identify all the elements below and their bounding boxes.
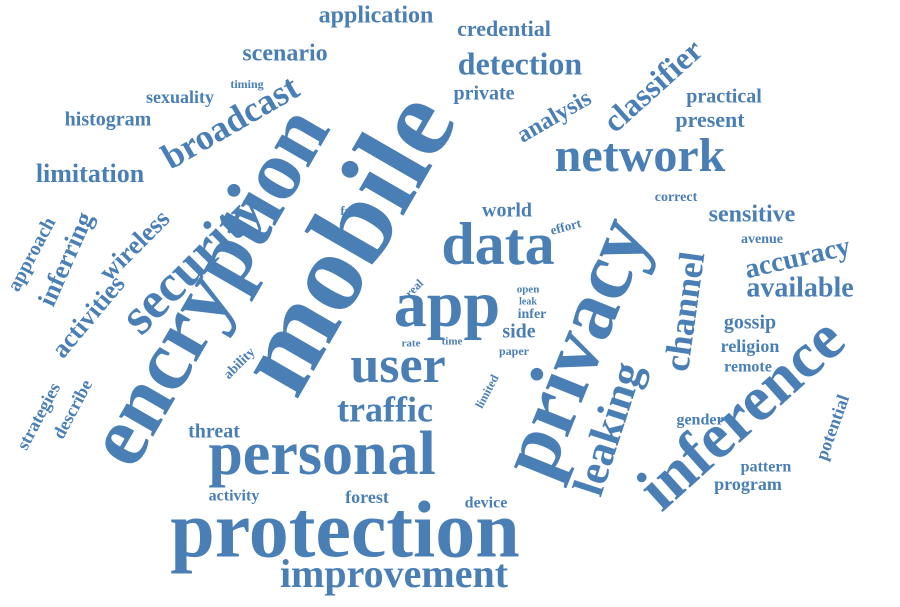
word-infer: infer [518,307,547,322]
word-personal: personal [208,420,435,488]
word-practical: practical [686,86,762,108]
word-user: user [350,337,445,394]
word-activity: activity [209,488,260,505]
word-religion: religion [721,336,780,356]
word-open: open [517,284,540,296]
word-avenue: avenue [741,232,783,247]
word-sensitive: sensitive [709,202,796,228]
word-network: network [555,129,726,182]
word-application: application [319,3,434,29]
word-timing: timing [230,77,263,91]
word-credential: credential [457,16,551,41]
word-available: available [746,272,853,303]
word-private: private [453,83,514,105]
word-paper: paper [499,344,530,358]
word-limited: limited [472,372,501,411]
word-remote: remote [724,359,772,376]
word-pattern: pattern [741,459,792,476]
word-app: app [394,268,500,341]
word-time: time [442,336,463,348]
word-channel: channel [656,249,712,373]
word-rate: rate [402,338,421,350]
word-world: world [482,200,532,222]
word-threat: threat [188,421,240,443]
word-histogram: histogram [65,109,152,131]
word-potential: potential [811,392,853,463]
word-present: present [675,107,745,132]
word-forest: forest [345,487,389,507]
word-scenario: scenario [242,41,327,67]
word-limitation: limitation [36,159,145,188]
word-traffic: traffic [337,389,433,429]
word-detection: detection [458,45,583,81]
word-data: data [441,211,554,277]
word-gossip: gossip [724,312,776,334]
word-frame: frame [340,203,373,218]
word-sexuality: sexuality [146,87,214,107]
word-program: program [714,474,782,494]
word-side: side [502,321,535,343]
word-device: device [465,495,508,512]
word-correct: correct [655,190,698,205]
word-gender: gender [676,412,723,429]
word-leak: leak [519,296,537,307]
word-improvement: improvement [280,551,509,596]
word-protection: protection [170,486,520,574]
